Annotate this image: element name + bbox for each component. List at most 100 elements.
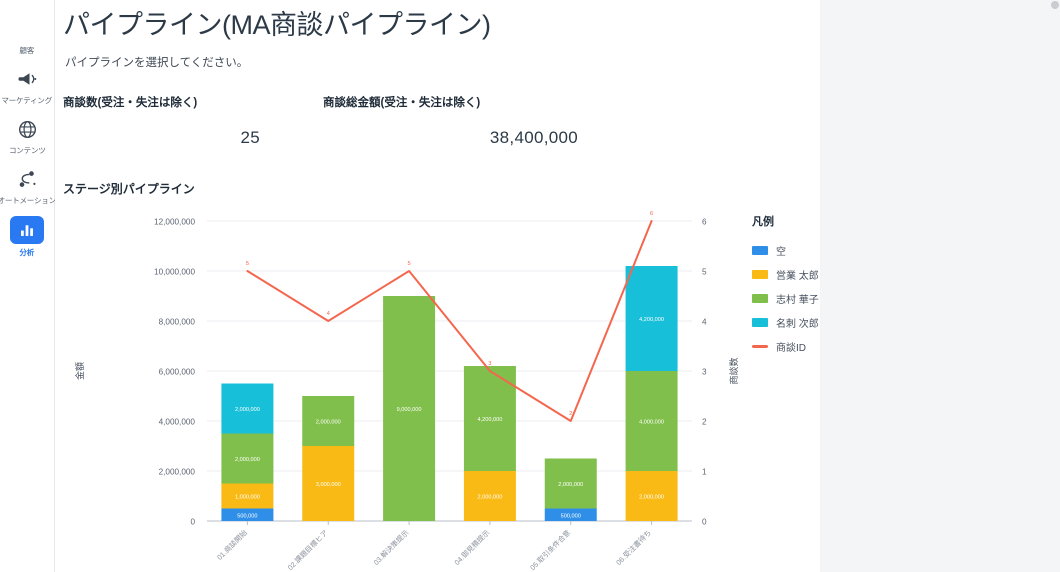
legend-color-swatch [752,294,768,304]
bar-group[interactable]: 9,000,000 [383,296,436,522]
y2-axis-tick-label: 3 [702,368,707,377]
legend-item-label: 営業 太郎 [776,271,819,283]
y-axis-tick-label: 10,000,000 [154,268,195,277]
bar-value-label: 2,000,000 [558,482,583,488]
kpi-card-deal-count: 商談数(受注・失注は除く) 25 [63,94,318,148]
kpi-row: 商談数(受注・失注は除く) 25 商談総金額(受注・失注は除く) 38,400,… [55,94,820,148]
y2-axis-tick-label: 0 [702,518,707,527]
people-icon [12,16,42,42]
bar-value-label: 500,000 [561,513,581,519]
bar-segment[interactable] [221,483,274,509]
sidebar-item-marketing[interactable]: マーケティング [0,62,55,112]
bar-group[interactable]: 3,000,000 2,000,000 [302,396,355,522]
legend-item-label: 空 [776,247,786,259]
page-subtitle: パイプラインを選択してください。 [65,57,249,70]
bar-segment[interactable] [302,396,355,447]
bar-value-label: 4,200,000 [639,317,664,323]
bar-segment[interactable] [463,471,516,522]
bar-group[interactable]: 2,000,000 4,000,000 4,200,000 [625,266,678,522]
legend-item[interactable]: 商談ID [752,339,820,354]
sidebar-item-customers[interactable]: 顧客 [0,12,55,62]
legend-color-swatch [752,318,768,328]
y-axis-title: 金額 [74,362,85,380]
bar-value-label: 500,000 [237,513,257,519]
globe-icon [12,116,42,142]
sidebar-item-label: 分析 [19,248,35,257]
sidebar-item-label: マーケティング [1,96,53,105]
y2-axis-tick-label: 5 [702,268,707,277]
bar-chart-icon [10,216,44,244]
y2-axis-tick-label: 6 [702,218,707,227]
chart-section-title: ステージ別パイプライン [63,182,195,197]
y2-axis-tick-label: 4 [702,318,707,327]
bar-segment[interactable] [221,508,274,522]
page-header: パイプライン(MA商談パイプライン) パイプラインを選択してください。 [55,0,820,70]
sidebar-item-automation[interactable]: オートメーション [0,162,56,212]
legend-item[interactable]: 名刺 次郎 [752,315,820,330]
bar-value-label: 2,000,000 [235,407,260,413]
chart-legend: 凡例 空営業 太郎志村 華子名刺 次郎商談ID [752,213,820,363]
line-point-label: 6 [650,211,653,217]
bar-segment[interactable] [463,366,516,472]
bar-segment[interactable] [302,446,355,522]
sidebar-item-label: 顧客 [19,46,35,55]
legend-color-swatch [752,246,768,256]
y2-axis-tick-label: 1 [702,468,707,477]
legend-item[interactable]: 空 [752,243,820,258]
bar-segment[interactable] [544,508,597,522]
bar-group[interactable]: 500,000 1,000,000 2,000,000 2,000,000 [221,383,274,522]
bar-segment[interactable] [544,458,597,509]
bar-value-label: 1,000,000 [235,495,260,501]
kpi-value: 25 [240,128,260,148]
bar-value-label: 4,200,000 [477,417,502,423]
vertical-scrollbar[interactable] [1049,0,1060,572]
x-axis-category-label: 04.御見積提示 [452,528,491,567]
y-axis-tick-label: 2,000,000 [159,468,196,477]
bar-segment[interactable] [221,383,274,434]
y2-axis-title: 商談数 [728,358,739,385]
sidebar-item-content[interactable]: コンテンツ [0,112,55,162]
line-point-label: 5 [246,261,249,267]
bar-segment[interactable] [625,471,678,522]
legend-items: 空営業 太郎志村 華子名刺 次郎商談ID [752,243,820,354]
sidebar-item-analytics[interactable]: 分析 [0,212,55,264]
bar-value-label: 2,000,000 [316,420,341,426]
kpi-value: 38,400,000 [489,128,578,148]
line-series[interactable] [246,220,653,423]
stacked-bar-chart[interactable]: 0 2,000,000 4,000,000 6,000,000 8,000,000 10,… [55,205,755,572]
y-axis-tick-label: 8,000,000 [159,318,196,327]
bar-value-label: 3,000,000 [316,482,341,488]
x-axis-category-label: 02.課題目標ヒア [286,528,330,572]
legend-color-swatch [752,270,768,280]
y-axis-tick-label: 4,000,000 [159,418,196,427]
content-card: パイプライン(MA商談パイプライン) パイプラインを選択してください。 商談数(… [55,0,820,572]
kpi-title: 商談数(受注・失注は除く) [63,97,198,110]
line-point-label: 3 [488,361,491,367]
legend-item[interactable]: 営業 太郎 [752,267,820,282]
bar-segment[interactable] [383,296,436,522]
bar-group[interactable]: 500,000 2,000,000 [544,458,597,522]
legend-line-marker [752,345,768,348]
sidebar: 顧客 マーケティング コンテンツ [0,0,56,572]
bar-segment[interactable] [221,433,274,484]
bar-segment[interactable] [625,266,678,372]
bar-group[interactable]: 2,000,000 4,200,000 [463,366,516,522]
kpi-title: 商談総金額(受注・失注は除く) [323,97,481,110]
x-axis-category-label: 05.取引条件合意 [528,528,572,572]
legend-item[interactable]: 志村 華子 [752,291,820,306]
page-title: パイプライン(MA商談パイプライン) [63,10,491,40]
bar-value-label: 2,000,000 [639,495,664,501]
legend-item-label: 名刺 次郎 [776,319,819,331]
legend-item-label: 商談ID [776,343,806,355]
y2-axis-tick-label: 2 [702,418,707,427]
main-area: パイプライン(MA商談パイプライン) パイプラインを選択してください。 商談数(… [55,0,1060,572]
line-point-label: 2 [569,411,572,417]
bar-value-label: 9,000,000 [397,407,422,413]
bar-segment[interactable] [625,371,678,472]
sidebar-item-label: コンテンツ [8,146,46,155]
bar-value-label: 2,000,000 [235,457,260,463]
scrollbar-thumb[interactable] [1051,1,1059,9]
legend-title: 凡例 [752,216,774,229]
x-axis-category-label: 03.解決策提示 [372,528,411,567]
